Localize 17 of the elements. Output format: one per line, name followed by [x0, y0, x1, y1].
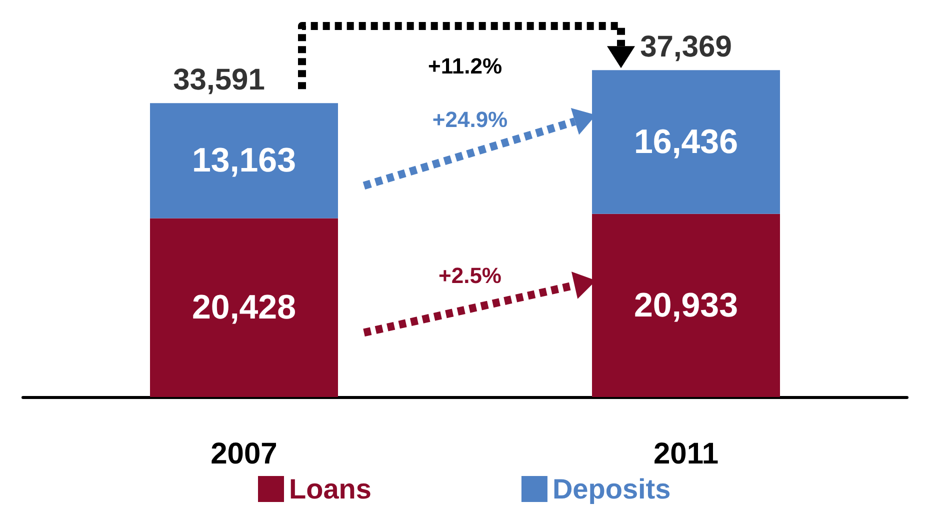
data-label: 20,428: [192, 288, 296, 327]
x-tick-label: 2007: [210, 438, 278, 470]
data-label: 16,436: [634, 122, 738, 161]
bar: [150, 218, 338, 397]
annotation: +11.2%: [428, 54, 502, 78]
total-label: 37,369: [640, 30, 732, 64]
x-tick-label: 2011: [653, 438, 719, 470]
total-label: 33,591: [173, 64, 265, 97]
annotation: +24.9%: [432, 106, 508, 132]
annotation: +2.5%: [438, 263, 502, 288]
data-label: 13,163: [192, 142, 296, 180]
bar: [150, 103, 338, 218]
data-label: 20,933: [634, 286, 738, 324]
bar: [592, 70, 780, 214]
bar: [592, 214, 780, 397]
legend-label: Loans: [289, 474, 372, 504]
legend-label: Deposits: [552, 474, 671, 504]
